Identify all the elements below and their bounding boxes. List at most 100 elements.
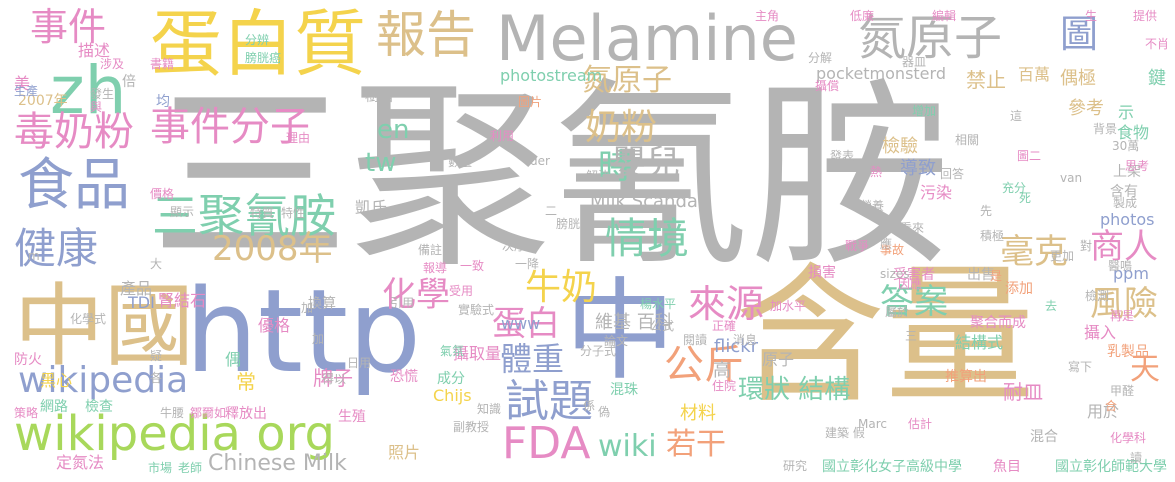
word-huanxin: 換算 — [308, 296, 336, 312]
word-shuzhi: 樹脂 — [365, 89, 393, 105]
word-niunai: 牛奶 — [525, 267, 598, 308]
word-huaxue: 化學 — [382, 275, 450, 315]
word-www: www — [501, 314, 541, 333]
word-gengjia: 更加 — [1050, 249, 1075, 263]
word-cankao: 參考 — [1068, 98, 1104, 119]
word-dunainfen: 毒奶粉 — [14, 109, 134, 155]
word-liyou: 理由 — [286, 131, 311, 145]
word-baogao: 報告 — [376, 6, 476, 64]
word-panguang: 膀胱 — [556, 217, 581, 231]
word-gao: 高 — [713, 360, 731, 381]
word-buxiao: 不肖 — [1145, 37, 1170, 51]
word-jinzhi: 禁止 — [966, 68, 1006, 92]
word-guoli: 國立彰化女子高級中學 — [822, 459, 962, 475]
word-du: 讀 — [1130, 451, 1143, 465]
word-naimin: 耐皿 — [1003, 380, 1043, 404]
word-tu2: 圖二 — [1017, 149, 1042, 163]
word-hanliang: 含量 — [735, 250, 1036, 424]
word-kanlai: 看來 — [900, 221, 925, 235]
word-shipin: 食品 — [18, 153, 130, 218]
word-yuedu: 閱讀 — [683, 333, 708, 347]
word-kongbu: 恐慌 — [390, 369, 418, 385]
word-qu: 去 — [1045, 299, 1058, 313]
word-daozhi: 導致 — [900, 158, 936, 179]
word-zouman: 鄒爾如 — [190, 406, 227, 420]
word-fda: FDA — [502, 418, 591, 469]
word-danyuanzi-small: 氮原子 — [582, 63, 672, 98]
word-shouhaizhe: 受害者 — [893, 267, 935, 283]
word-yongyu: 用於 — [1087, 402, 1120, 421]
word-danbai: 蛋白 — [492, 304, 560, 344]
word-guji: 估計 — [908, 417, 933, 431]
word-jiji: 積極 — [980, 229, 1005, 243]
word-tupian: 圖片 — [518, 95, 543, 109]
word-m: m — [28, 249, 40, 263]
word-jiashuiping: 加水平 — [770, 299, 807, 313]
word-y2007: 2007年 — [18, 93, 68, 109]
word-ge: 各 — [150, 371, 163, 385]
word-huaxueshi: 化學式 — [70, 312, 107, 326]
word-yuanzi: 原子 — [762, 350, 795, 369]
word-shenjieshi: 腎結石 — [158, 291, 207, 310]
word-celue: 策略 — [14, 406, 39, 420]
word-laiyuan: 來源 — [688, 282, 765, 326]
word-zhaoyu: 戰爭 — [845, 239, 870, 253]
word-tian: 天 — [1130, 352, 1160, 387]
word-youge: 優格 — [258, 316, 291, 335]
word-en: en — [377, 115, 410, 145]
word-photostream: photostream — [500, 66, 603, 85]
word-tigong: 提供 — [1133, 9, 1158, 23]
word-ouji: 偶極 — [1060, 68, 1096, 89]
word-danyuanzi: 氮原子 — [858, 10, 1003, 66]
word-de: 得以 — [322, 372, 347, 386]
word-sheququ: 攝取量 — [453, 344, 502, 363]
word-sanjuqinganan-small: 三聚氰胺 — [152, 189, 336, 243]
word-zhaopian: 照片 — [388, 443, 421, 462]
word-mei: 美 — [14, 74, 31, 93]
word-jiankang: 健康 — [14, 224, 99, 273]
word-shuliang: 數量 — [448, 155, 473, 169]
word-http: http — [185, 265, 422, 399]
word-jiegoushi: 結構式 — [955, 333, 1004, 352]
word-kaishi: 凱氏 — [355, 198, 388, 217]
word-weiji: 維基 百科 — [595, 312, 673, 333]
word-guolishifan: 國立彰化師範大學 — [1055, 459, 1167, 475]
word-hanyou: 含有 — [1110, 184, 1138, 200]
word-sheying: 攝償 — [815, 79, 840, 93]
word-shuji: 書籍 — [150, 57, 175, 71]
word-jiejue: 解決 — [586, 169, 611, 183]
word-qiti: 氣氛 — [440, 344, 465, 358]
word-chongfen: 充分 — [1002, 181, 1027, 195]
word-photos: photos — [1100, 210, 1155, 229]
word-hunhe: 混合 — [1030, 429, 1058, 445]
word-fujiaoshou: 副教授 — [453, 420, 490, 434]
word-liyong: 利用 — [490, 129, 515, 143]
word-xi: 係 — [583, 399, 596, 413]
word-panguangbing: 膀胱癌 — [245, 51, 282, 65]
word-shiwu: 食物 — [1117, 123, 1150, 142]
word-danbaizhi: 蛋白質 — [150, 2, 367, 86]
word-fenzishi: 分子式 — [580, 344, 617, 358]
word-wikipedia-org: wikipedia org — [14, 406, 335, 462]
word-shuishou: 事故 — [880, 243, 905, 257]
word-yinshe: 因應 — [898, 277, 923, 291]
word-baiwan: 百萬 — [1018, 65, 1051, 84]
word-dingdanfa: 定氮法 — [56, 453, 105, 472]
word-daan: 答案 — [880, 282, 948, 322]
word-flickr: flickr — [714, 336, 759, 357]
word-wanglu: 網路 — [40, 399, 68, 415]
word-sheji: 涉及 — [100, 57, 125, 71]
word-jun: 均 — [156, 94, 170, 110]
word-shiyanshi: 實驗式 — [458, 303, 495, 317]
word-shijianfenzi: 事件分子 — [150, 104, 310, 150]
word-lunwen: 論文 — [604, 334, 629, 348]
word-fabiao: 發表 — [830, 149, 855, 163]
word-san: 三 — [905, 329, 918, 343]
word-da: 大 — [150, 257, 163, 271]
word-shengchan: 生產 — [14, 84, 39, 98]
word-bianji2: 分辨 — [245, 33, 270, 47]
word-dui: 對 — [1080, 239, 1093, 253]
word-re: 熱 — [870, 165, 883, 179]
word-zhong: 中 — [565, 267, 675, 395]
word-yizhi: 一致 — [460, 259, 485, 273]
